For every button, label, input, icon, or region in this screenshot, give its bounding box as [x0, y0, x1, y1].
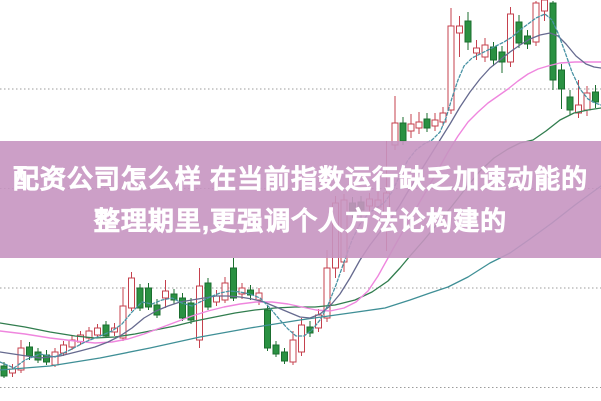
- candle-body: [532, 2, 540, 43]
- candle-body: [136, 287, 144, 309]
- candle-down: [136, 284, 144, 311]
- overlay-banner: 配资公司怎么样 在当前指数运行缺乏加速动能的 整理期里,更强调个人方法论构建的: [0, 141, 601, 258]
- candle-up: [415, 112, 423, 134]
- candle-up: [431, 113, 439, 131]
- candle-up: [289, 331, 297, 365]
- candle-body: [170, 293, 178, 301]
- candle-down: [549, 1, 557, 90]
- candle-down: [306, 321, 314, 337]
- candle-down: [423, 113, 431, 132]
- candle-body: [566, 96, 574, 111]
- candle-body: [447, 25, 455, 111]
- candle-body: [247, 289, 254, 296]
- candle-body: [272, 344, 280, 355]
- candle-up: [94, 324, 101, 338]
- candle-down: [272, 341, 280, 357]
- candle-down: [592, 85, 599, 108]
- candle-up: [583, 86, 591, 116]
- candle-down: [281, 348, 288, 364]
- candle-body: [51, 351, 59, 366]
- candle-body: [423, 118, 431, 129]
- candle-body: [145, 287, 152, 308]
- candle-body: [26, 346, 33, 357]
- candle-up: [323, 250, 331, 322]
- candle-body: [94, 327, 101, 336]
- candle-body: [415, 121, 423, 129]
- candle-body: [549, 2, 557, 81]
- candle-down: [558, 64, 565, 109]
- candle-up: [196, 268, 203, 348]
- candle-body: [102, 324, 110, 337]
- candle-up: [162, 280, 169, 308]
- candle-body: [43, 354, 50, 363]
- candle-body: [17, 347, 25, 371]
- candle-up: [238, 283, 246, 299]
- candle-down: [145, 283, 152, 310]
- candle-body: [431, 119, 439, 127]
- candle-down: [566, 90, 574, 115]
- candle-up: [507, 7, 514, 67]
- candle-body: [289, 339, 297, 363]
- candle-body: [281, 351, 288, 362]
- candle-body: [592, 91, 599, 103]
- candle-down: [464, 12, 472, 50]
- candle-body: [498, 51, 506, 63]
- candle-down: [102, 321, 110, 338]
- candle-down: [204, 278, 212, 310]
- candle-up: [17, 340, 25, 373]
- candle-up: [213, 290, 220, 306]
- candle-up: [541, 0, 548, 21]
- candle-down: [498, 46, 506, 73]
- candle-up: [128, 272, 135, 311]
- candle-body: [306, 326, 314, 334]
- candle-body: [187, 302, 195, 321]
- candle-up: [315, 309, 322, 332]
- candle-up: [456, 16, 463, 57]
- candle-up: [447, 8, 455, 114]
- candle-body: [204, 282, 212, 308]
- banner-line-2: 整理期里,更强调个人方法论构建的: [93, 205, 508, 236]
- candle-body: [238, 287, 246, 295]
- candle-body: [399, 122, 407, 142]
- candle-down: [230, 258, 237, 301]
- candle-body: [323, 267, 331, 319]
- candle-up: [439, 107, 447, 126]
- candle-body: [473, 47, 480, 54]
- candle-body: [162, 290, 169, 299]
- candle-body: [541, 0, 548, 12]
- candle-body: [407, 123, 415, 132]
- candle-body: [575, 104, 582, 114]
- candle-body: [464, 20, 472, 43]
- candle-up: [221, 277, 229, 303]
- candle-body: [515, 21, 523, 44]
- candle-down: [264, 305, 271, 351]
- ma-line-ma10: [0, 32, 601, 359]
- candle-body: [230, 267, 237, 299]
- candle-body: [0, 365, 8, 377]
- candle-up: [298, 318, 305, 356]
- candle-body: [264, 309, 271, 349]
- candle-body: [298, 324, 305, 353]
- ma-line-ma20: [0, 61, 601, 344]
- candle-up: [407, 114, 415, 138]
- candle-down: [170, 289, 178, 304]
- banner-line-1: 配资公司怎么样 在当前指数运行缺乏加速动能的: [12, 163, 589, 194]
- candle-body: [456, 25, 463, 34]
- candle-down: [179, 293, 186, 321]
- candle-up: [532, 1, 540, 46]
- candle-up: [473, 40, 480, 60]
- candle-body: [128, 277, 135, 309]
- candle-down: [187, 298, 195, 324]
- candle-body: [558, 69, 565, 90]
- candle-body: [179, 297, 186, 319]
- candle-down: [247, 285, 254, 300]
